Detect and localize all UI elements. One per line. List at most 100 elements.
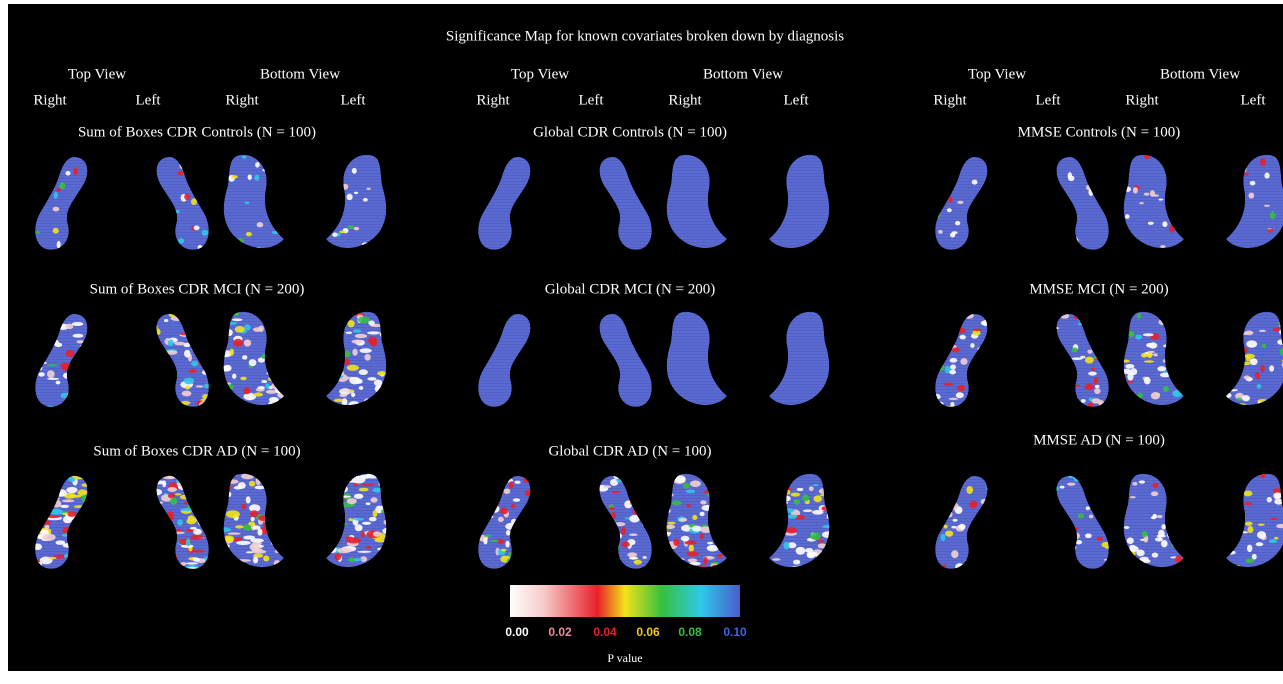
significance-spot bbox=[183, 377, 194, 384]
significance-spot bbox=[257, 222, 264, 227]
significance-spot bbox=[45, 524, 50, 529]
significance-spot bbox=[700, 533, 704, 539]
significance-spot bbox=[1068, 176, 1074, 182]
significance-spot bbox=[193, 529, 202, 535]
significance-spot bbox=[347, 225, 354, 229]
significance-spot bbox=[1274, 537, 1278, 540]
significance-spot bbox=[950, 364, 956, 369]
significance-spot bbox=[813, 495, 822, 502]
significance-spot bbox=[707, 542, 713, 545]
significance-spot bbox=[186, 539, 191, 547]
significance-spot bbox=[1095, 385, 1100, 388]
significance-spot bbox=[1158, 198, 1163, 200]
significance-spot bbox=[53, 228, 59, 234]
significance-spot bbox=[228, 532, 241, 534]
side-label: Right bbox=[476, 92, 510, 108]
significance-spot bbox=[1247, 545, 1252, 553]
significance-spot bbox=[194, 226, 200, 231]
significance-spot bbox=[679, 518, 688, 522]
significance-spot bbox=[949, 370, 956, 375]
significance-spot bbox=[335, 553, 342, 561]
significance-spot bbox=[686, 504, 691, 507]
significance-spot bbox=[1161, 524, 1166, 529]
significance-spot bbox=[1141, 353, 1148, 358]
significance-spot bbox=[191, 198, 197, 205]
significance-spot bbox=[259, 325, 264, 331]
significance-spot bbox=[1151, 516, 1156, 519]
significance-spot bbox=[700, 500, 706, 504]
significance-spot bbox=[346, 537, 361, 543]
significance-spot bbox=[1146, 343, 1154, 348]
significance-spot bbox=[53, 207, 60, 212]
significance-spot bbox=[226, 510, 240, 518]
significance-spot bbox=[1081, 399, 1086, 403]
significance-spot bbox=[1261, 344, 1266, 348]
significance-spot bbox=[354, 227, 359, 230]
panel-title: Global CDR AD (N = 100) bbox=[548, 443, 711, 459]
significance-spot bbox=[1152, 552, 1158, 557]
significance-spot bbox=[241, 504, 246, 509]
significance-spot bbox=[1257, 384, 1262, 389]
significance-spot bbox=[634, 560, 642, 565]
significance-spot bbox=[243, 536, 255, 540]
significance-spot bbox=[497, 539, 505, 544]
significance-spot bbox=[65, 171, 70, 176]
significance-spot bbox=[1151, 491, 1158, 496]
view-label: Bottom View bbox=[703, 66, 783, 82]
significance-spot bbox=[1245, 522, 1253, 526]
significance-spot bbox=[609, 507, 615, 510]
significance-spot bbox=[797, 488, 804, 491]
significance-spot bbox=[250, 510, 258, 517]
significance-spot bbox=[1246, 558, 1255, 563]
significance-spot bbox=[359, 348, 371, 353]
significance-spot bbox=[611, 491, 620, 493]
significance-spot bbox=[186, 562, 198, 564]
view-label: Top View bbox=[511, 66, 569, 82]
significance-spot bbox=[484, 535, 492, 537]
significance-spot bbox=[938, 230, 943, 234]
significance-spot bbox=[1096, 537, 1103, 541]
significance-spot bbox=[348, 320, 355, 327]
significance-spot bbox=[1137, 313, 1141, 319]
significance-spot bbox=[1162, 221, 1167, 227]
significance-spot bbox=[688, 558, 698, 562]
significance-spot bbox=[358, 316, 370, 323]
significance-spot bbox=[344, 359, 349, 366]
significance-spot bbox=[167, 487, 177, 492]
significance-spot bbox=[261, 380, 267, 383]
significance-spot bbox=[373, 510, 378, 517]
significance-spot bbox=[1157, 515, 1163, 518]
figure: Significance Map for known covariates br… bbox=[0, 0, 1283, 679]
significance-spot bbox=[673, 539, 679, 546]
significance-spot bbox=[55, 343, 63, 348]
side-label: Left bbox=[341, 92, 367, 108]
significance-spot bbox=[802, 495, 809, 502]
significance-spot bbox=[793, 499, 800, 504]
figure-title: Significance Map for known covariates br… bbox=[446, 28, 844, 44]
significance-spot bbox=[810, 533, 821, 540]
significance-spot bbox=[972, 180, 978, 185]
significance-spot bbox=[687, 551, 699, 556]
significance-spot bbox=[349, 390, 355, 392]
significance-spot bbox=[627, 552, 637, 557]
significance-spot bbox=[1246, 340, 1257, 347]
significance-spot bbox=[263, 555, 269, 561]
significance-spot bbox=[944, 525, 948, 529]
significance-spot bbox=[62, 499, 75, 502]
significance-spot bbox=[366, 188, 370, 190]
significance-spot bbox=[1133, 187, 1138, 193]
colorbar-tick: 0.08 bbox=[678, 625, 702, 639]
significance-spot bbox=[950, 232, 955, 237]
significance-spot bbox=[1248, 193, 1254, 199]
significance-spot bbox=[67, 511, 76, 517]
significance-spot bbox=[347, 498, 357, 504]
significance-spot bbox=[368, 320, 375, 325]
significance-spot bbox=[235, 525, 244, 528]
significance-spot bbox=[1132, 482, 1137, 486]
side-label: Left bbox=[579, 92, 605, 108]
significance-spot bbox=[175, 493, 182, 495]
significance-spot bbox=[357, 551, 371, 553]
significance-spot bbox=[253, 557, 258, 564]
significance-spot bbox=[47, 364, 58, 366]
significance-spot bbox=[246, 496, 251, 503]
